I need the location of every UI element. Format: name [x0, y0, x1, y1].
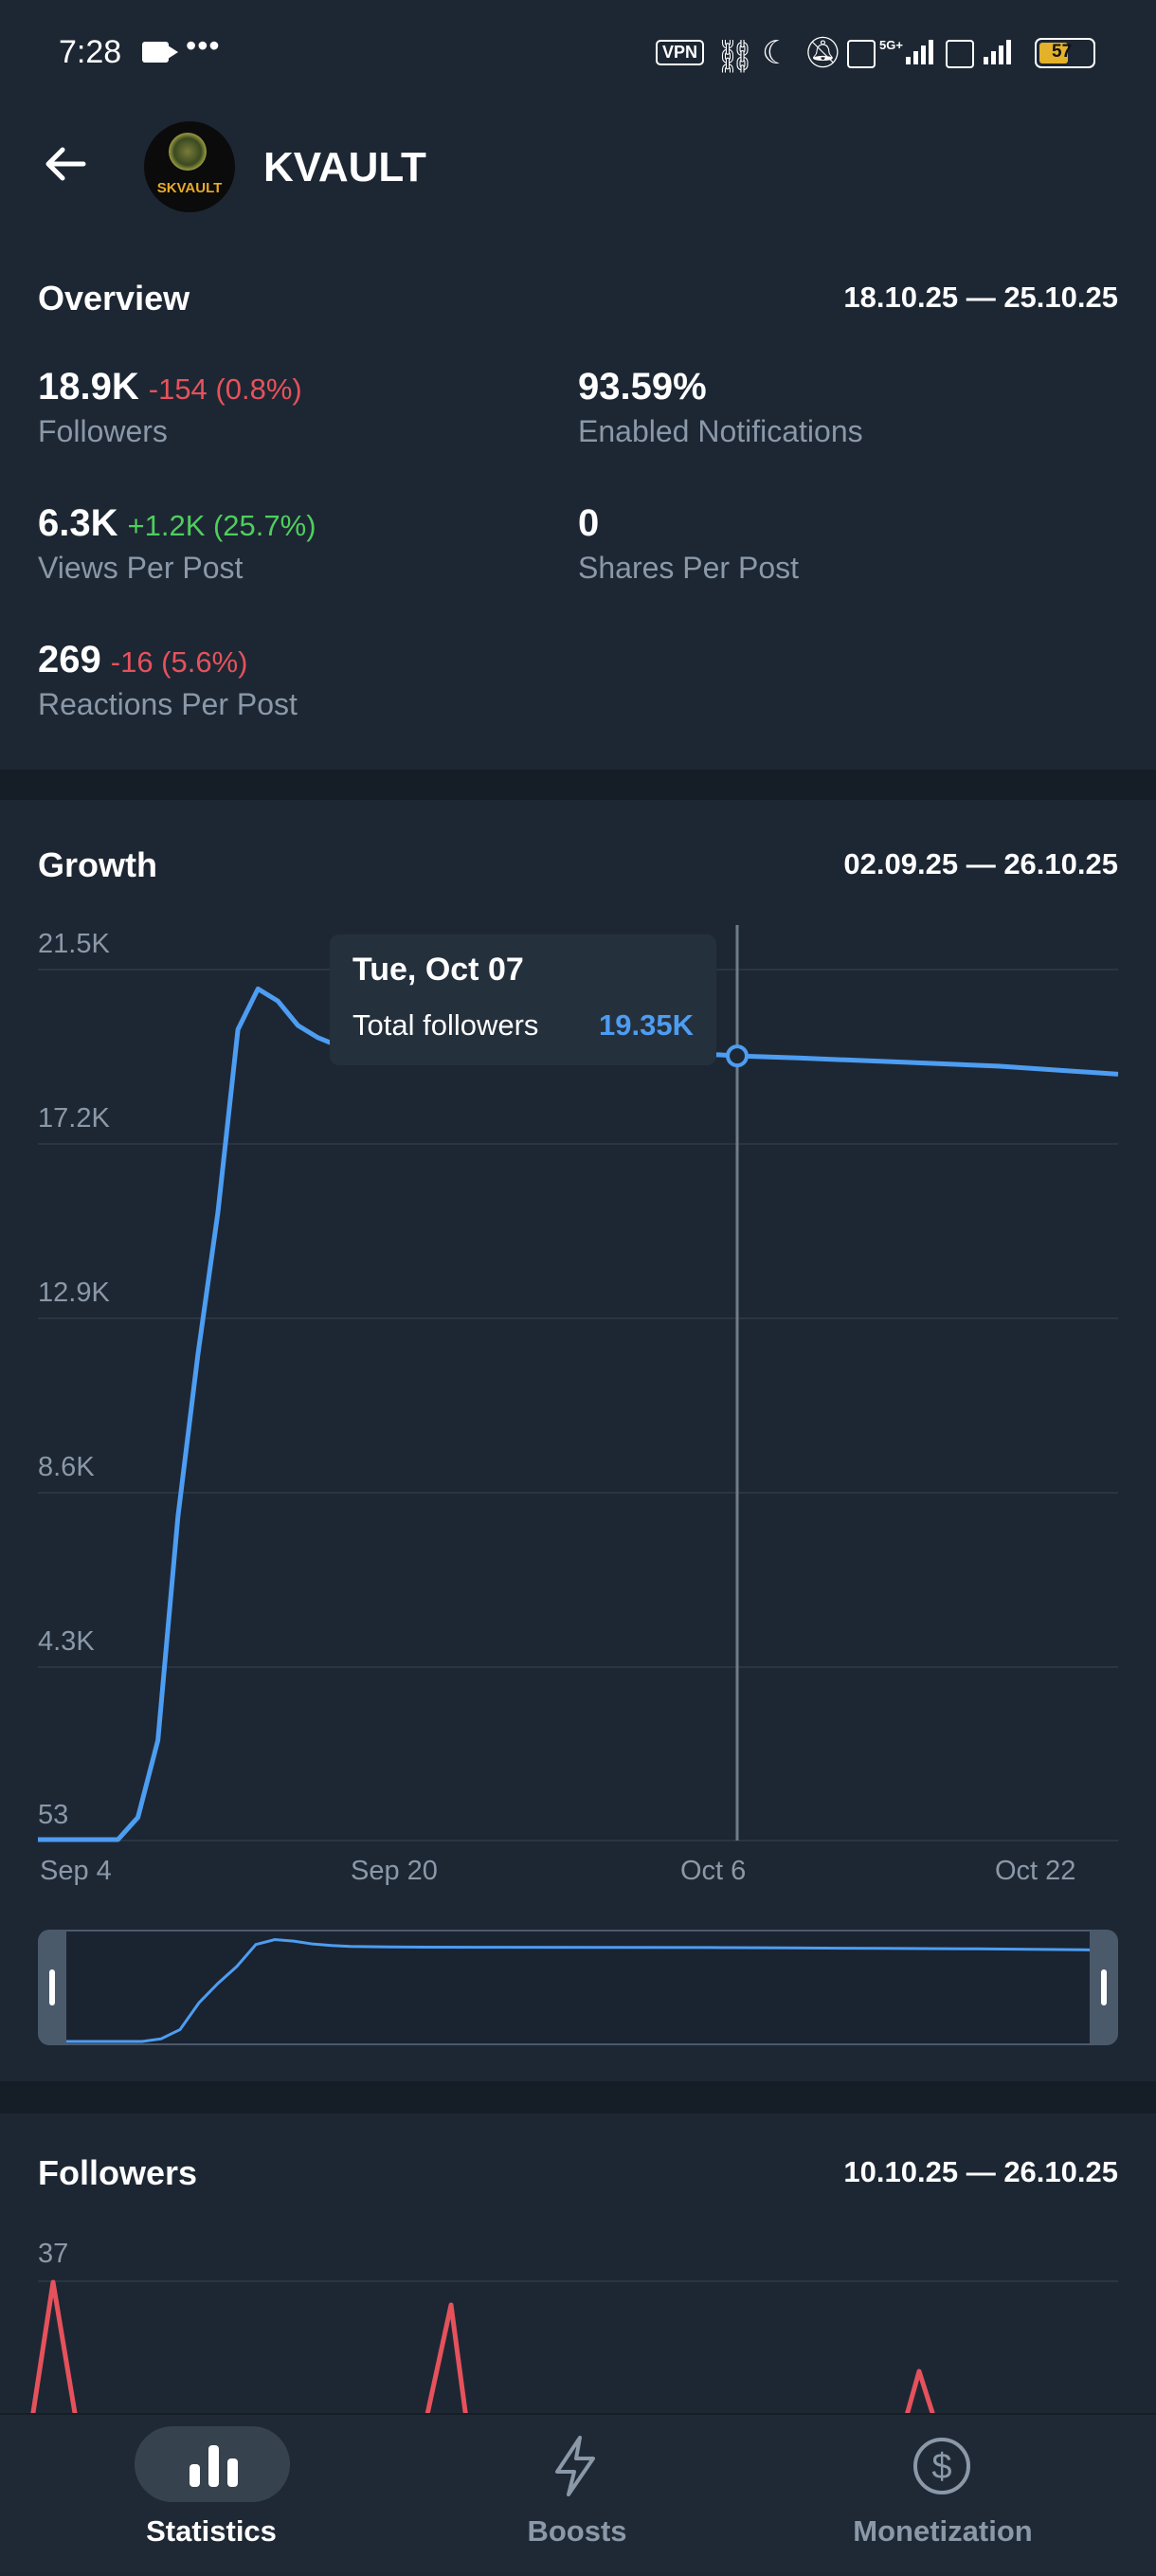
volte-lte-icon — [946, 40, 974, 68]
section-divider — [0, 770, 1156, 800]
range-handle-left[interactable] — [38, 1930, 66, 2045]
x-tick-label: Oct 22 — [995, 1856, 1076, 1886]
chart-tooltip: Tue, Oct 07 Total followers 19.35K — [330, 934, 716, 1065]
followers-chart[interactable] — [0, 2113, 1156, 2417]
grid-line — [38, 2280, 1118, 2282]
lightning-icon — [551, 2436, 599, 2496]
growth-chart[interactable] — [0, 910, 1156, 1858]
growth-title: Growth — [38, 845, 157, 884]
overview-range: 18.10.25 — 25.10.25 — [843, 281, 1118, 314]
bottom-nav: Statistics Boosts $ Monetization — [0, 2413, 1156, 2572]
y-tick-label: 53 — [38, 1800, 69, 1830]
channel-avatar[interactable]: SKVAULT — [144, 121, 235, 212]
grid-line — [38, 1666, 1118, 1668]
mute-bell-icon: 🔕︎ — [804, 35, 842, 69]
handle-grip — [49, 1969, 55, 2005]
y-tick-label: 21.5K — [38, 929, 110, 959]
status-bar: 7:28 ••• VPN ⛓ ☾ 🔕︎ 5G+ 57 — [0, 0, 1156, 104]
battery-icon: 57 — [1035, 38, 1095, 68]
grid-line — [38, 1840, 1118, 1841]
signal-5g-icon: 5G+ — [879, 36, 936, 66]
stat-shares-value: 0 — [578, 502, 600, 544]
nav-boosts[interactable]: Boosts — [385, 2415, 769, 2576]
vpn-badge: VPN — [656, 40, 705, 65]
followers-range: 10.10.25 — 26.10.25 — [843, 2155, 1118, 2188]
handle-grip — [1101, 1969, 1107, 2005]
range-handle-right[interactable] — [1090, 1930, 1118, 2045]
highlight-point — [726, 1044, 749, 1068]
stat-reactions-delta: -16 (5.6%) — [110, 645, 248, 679]
link-icon: ⛓ — [714, 39, 756, 75]
moon-icon: ☾ — [762, 35, 791, 71]
growth-range: 02.09.25 — 26.10.25 — [843, 847, 1118, 880]
stat-followers-label: Followers — [38, 414, 168, 448]
status-time: 7:28 — [59, 34, 122, 70]
stat-notifications: 93.59% Enabled Notifications — [578, 366, 863, 449]
battery-level: 57 — [1052, 42, 1073, 62]
x-tick-label: Oct 6 — [680, 1856, 747, 1886]
y-tick-label: 17.2K — [38, 1103, 110, 1134]
dollar-circle-icon: $ — [912, 2436, 972, 2496]
y-tick-label: 37 — [38, 2239, 69, 2269]
nav-monetization-label: Monetization — [853, 2514, 1033, 2548]
grid-line — [38, 1492, 1118, 1494]
nav-statistics-label: Statistics — [146, 2514, 277, 2548]
tooltip-label: Total followers — [352, 1008, 539, 1042]
y-tick-label: 4.3K — [38, 1626, 95, 1657]
followers-section: Followers 10.10.25 — 26.10.25 37 — [0, 2113, 1156, 2417]
nav-monetization[interactable]: $ Monetization — [750, 2415, 1135, 2576]
vault-dial-icon — [169, 133, 207, 171]
stat-reactions: 269 -16 (5.6%) Reactions Per Post — [38, 639, 298, 722]
stat-views-label: Views Per Post — [38, 551, 244, 585]
y-tick-label: 8.6K — [38, 1452, 95, 1482]
stat-reactions-value: 269 — [38, 639, 101, 680]
tooltip-date: Tue, Oct 07 — [352, 952, 524, 988]
bar-chart-icon — [188, 2441, 241, 2489]
tooltip-value: 19.35K — [599, 1008, 694, 1042]
followers-title: Followers — [38, 2153, 198, 2192]
stat-followers-value: 18.9K — [38, 366, 139, 408]
x-tick-label: Sep 20 — [351, 1856, 438, 1886]
overview-title: Overview — [38, 279, 190, 317]
video-camera-icon — [142, 42, 169, 63]
followers-series-line — [29, 2279, 1156, 2417]
more-dots-icon: ••• — [186, 28, 221, 63]
camera-lens-icon — [165, 44, 178, 61]
stat-shares-label: Shares Per Post — [578, 551, 799, 585]
x-tick-label: Sep 4 — [40, 1856, 112, 1886]
stat-views-value: 6.3K — [38, 502, 118, 544]
growth-series-line — [38, 986, 1119, 1842]
section-divider — [0, 2081, 1156, 2113]
y-tick-label: 12.9K — [38, 1278, 110, 1308]
stat-followers: 18.9K -154 (0.8%) Followers — [38, 366, 302, 449]
avatar-text: SKVAULT — [156, 180, 223, 196]
stat-reactions-label: Reactions Per Post — [38, 687, 298, 721]
stat-shares: 0 Shares Per Post — [578, 502, 799, 586]
overview-section: Overview 18.10.25 — 25.10.25 18.9K -154 (… — [0, 246, 1156, 770]
nav-statistics[interactable]: Statistics — [19, 2415, 404, 2576]
stat-views-delta: +1.2K (25.7%) — [127, 509, 316, 542]
grid-line — [38, 1317, 1118, 1319]
stat-views: 6.3K +1.2K (25.7%) Views Per Post — [38, 502, 316, 586]
back-arrow-icon[interactable] — [42, 140, 89, 188]
grid-line — [38, 1143, 1118, 1145]
stat-notifications-value: 93.59% — [578, 366, 707, 408]
volte-icon — [847, 40, 876, 68]
channel-name: KVAULT — [263, 144, 426, 190]
stat-notifications-label: Enabled Notifications — [578, 414, 863, 448]
nav-boosts-label: Boosts — [527, 2514, 627, 2548]
app-header: SKVAULT KVAULT — [0, 104, 1156, 227]
signal-icon — [980, 36, 1021, 66]
range-window[interactable] — [66, 1930, 1090, 2045]
mini-chart — [66, 1938, 1091, 2043]
stat-followers-delta: -154 (0.8%) — [148, 372, 302, 406]
svg-text:5G+: 5G+ — [879, 38, 903, 52]
range-navigator[interactable] — [38, 1930, 1118, 2045]
mini-series-line — [66, 1938, 1091, 2043]
svg-text:$: $ — [931, 2447, 951, 2487]
